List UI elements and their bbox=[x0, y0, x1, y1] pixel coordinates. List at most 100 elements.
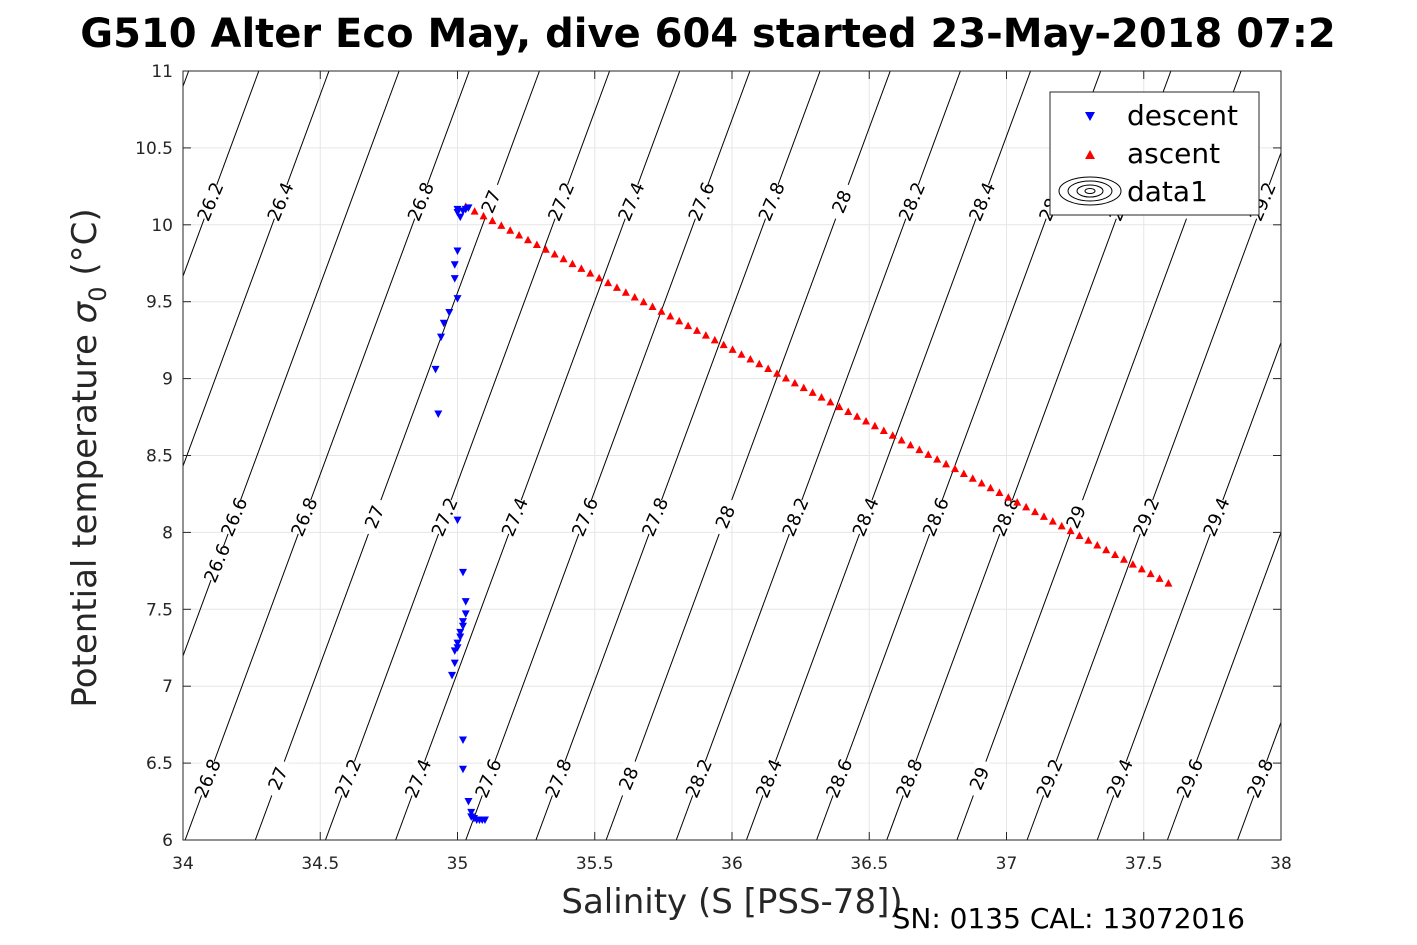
descent-point bbox=[461, 610, 470, 618]
ascent-point bbox=[1031, 507, 1040, 516]
ascent-point bbox=[648, 302, 657, 311]
ascent-point bbox=[568, 259, 577, 268]
ascent-point bbox=[515, 230, 524, 239]
ascent-point bbox=[666, 312, 675, 320]
contour-label-bg bbox=[892, 757, 925, 799]
descent-point bbox=[437, 333, 446, 342]
ascent-point bbox=[1039, 512, 1048, 520]
ascent-point bbox=[1013, 498, 1022, 506]
density-contour-line bbox=[1166, 531, 1281, 840]
ascent-point bbox=[968, 474, 977, 482]
descent-point bbox=[450, 261, 459, 269]
x-tick-label: 35 bbox=[447, 854, 469, 874]
contour-label-bg bbox=[331, 757, 364, 799]
ascent-point bbox=[959, 469, 968, 477]
contour-label-bg bbox=[497, 496, 531, 538]
descent-point bbox=[453, 639, 462, 648]
ascent-point bbox=[1048, 517, 1057, 525]
legend: descent ascent data1 bbox=[1049, 91, 1260, 216]
contour-label-bg bbox=[217, 496, 250, 538]
ascent-point bbox=[470, 207, 479, 215]
contour-label-bg bbox=[287, 496, 320, 538]
contour-label-bg bbox=[611, 757, 645, 799]
y-tick-label: 8.5 bbox=[146, 447, 173, 467]
y-tick-label: 9.5 bbox=[146, 293, 173, 313]
ascent-point bbox=[479, 211, 488, 220]
descent-point bbox=[450, 659, 459, 668]
y-axis-label: Potential temperature σ0 (°C) bbox=[65, 208, 112, 707]
x-tick-label: 38 bbox=[1270, 854, 1292, 874]
contour-label-bg bbox=[614, 180, 647, 222]
ascent-point bbox=[879, 426, 888, 435]
contour-label-bg bbox=[1129, 496, 1162, 538]
descent-point bbox=[464, 204, 473, 212]
ascent-point bbox=[924, 450, 933, 458]
ascent-point bbox=[524, 235, 533, 244]
legend-descent-marker bbox=[1085, 112, 1095, 121]
ascent-point bbox=[790, 378, 799, 387]
descent-point bbox=[453, 247, 462, 255]
ascent-point bbox=[675, 316, 684, 325]
contour-label-bg bbox=[357, 496, 390, 538]
ascent-point bbox=[550, 250, 559, 258]
contour-label-bg bbox=[822, 757, 855, 799]
descent-point bbox=[450, 275, 459, 283]
y-axis-label-symbol: σ bbox=[65, 300, 105, 323]
ascent-point bbox=[746, 354, 755, 363]
ascent-point bbox=[1093, 540, 1102, 549]
ascent-point bbox=[710, 335, 719, 344]
ascent-point bbox=[1128, 560, 1137, 568]
x-tick-label: 35.5 bbox=[576, 854, 614, 874]
x-tick-label: 36.5 bbox=[850, 854, 888, 874]
legend-contour-icon bbox=[1058, 176, 1122, 206]
ascent-point bbox=[915, 445, 924, 454]
contour-label-bg bbox=[918, 496, 952, 538]
ascent-point bbox=[853, 412, 862, 420]
contour-label-bg bbox=[638, 496, 671, 538]
legend-data1-label: data1 bbox=[1127, 175, 1208, 208]
ascent-point bbox=[1102, 545, 1111, 554]
ascent-point bbox=[933, 455, 942, 463]
contour-label-bg bbox=[1059, 496, 1092, 538]
ascent-point bbox=[1155, 574, 1164, 582]
x-tick-label: 37 bbox=[996, 854, 1018, 874]
ascent-point bbox=[1146, 569, 1155, 578]
ascent-point bbox=[826, 397, 835, 406]
contour-label-bg bbox=[894, 180, 928, 222]
ascent-point bbox=[799, 383, 808, 392]
ascent-point bbox=[728, 345, 737, 353]
ascent-point bbox=[621, 288, 630, 296]
contour-label-bg bbox=[962, 757, 995, 799]
contour-label-bg bbox=[824, 180, 858, 222]
ascent-point bbox=[701, 331, 710, 339]
ascent-point bbox=[737, 350, 746, 358]
descent-point bbox=[458, 568, 467, 577]
descent-point bbox=[439, 319, 448, 328]
y-tick-label: 9 bbox=[162, 370, 173, 390]
ascent-point bbox=[950, 464, 959, 473]
contour-label-bg bbox=[1172, 757, 1206, 799]
y-axis-label-subscript: 0 bbox=[84, 286, 112, 301]
descent-point bbox=[467, 808, 476, 817]
contour-label-bg bbox=[401, 757, 434, 799]
ascent-point bbox=[532, 240, 541, 249]
ascent-series bbox=[461, 202, 1173, 587]
contour-label-bg bbox=[200, 542, 233, 584]
contour-label-bg bbox=[403, 180, 437, 222]
descent-point bbox=[458, 765, 467, 774]
x-axis-label: Salinity (S [PSS-78]) bbox=[561, 882, 902, 922]
ascent-point bbox=[835, 402, 844, 411]
contour-label-bg bbox=[1032, 757, 1066, 799]
footer-serial-cal: SN: 0135 CAL: 13072016 bbox=[893, 902, 1245, 935]
ascent-point bbox=[604, 278, 613, 287]
ascent-point bbox=[657, 307, 666, 315]
descent-point bbox=[453, 295, 462, 303]
y-tick-label: 7.5 bbox=[146, 600, 173, 620]
y-axis-label-unit: (°C) bbox=[65, 208, 105, 286]
y-tick-label: 10.5 bbox=[135, 139, 173, 159]
contour-label-bg bbox=[1243, 757, 1276, 799]
ascent-point bbox=[1084, 536, 1093, 544]
descent-point bbox=[453, 208, 462, 217]
ascent-point bbox=[862, 416, 871, 425]
